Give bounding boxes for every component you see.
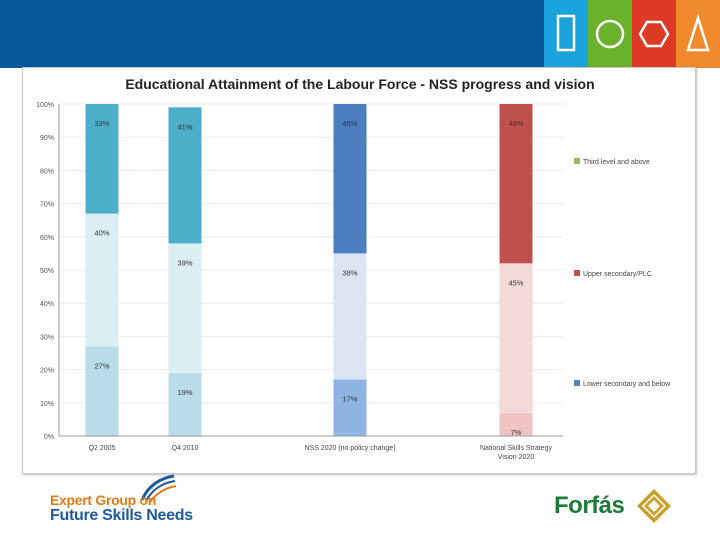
data-label: 19% xyxy=(177,388,192,397)
bar-segment xyxy=(85,213,119,347)
bar-segment xyxy=(333,379,367,436)
legend-label: Third level and above xyxy=(583,159,650,166)
rectangle-outline-icon xyxy=(556,14,576,52)
bars: 27% 40% 33% 19% 39% 41% 17% 38% 45% 7% 45% 48% xyxy=(85,104,533,437)
y-tick-label: 0% xyxy=(44,434,54,441)
gridlines xyxy=(59,103,563,404)
y-axis: 0% 10% 20% 30% 40% 50% 60% 70% 80% 90% 100% xyxy=(36,102,60,441)
stacked-bar-chart: Educational Attainment of the Labour For… xyxy=(36,76,671,461)
legend-swatch xyxy=(574,380,580,386)
data-label: 38% xyxy=(342,268,357,277)
forfas-wordmark: Forfás xyxy=(554,492,625,519)
bar-segment xyxy=(333,253,367,380)
bar-segment xyxy=(333,104,367,254)
data-label: 40% xyxy=(94,229,109,238)
chart-panel: Educational Attainment of the Labour For… xyxy=(22,67,696,474)
header-tile-hexagon xyxy=(632,0,676,68)
y-tick-label: 50% xyxy=(40,268,54,275)
x-tick-label: Q4 2010 xyxy=(172,445,199,452)
data-label: 48% xyxy=(508,119,523,128)
x-axis: Q2 2005 Q4 2010 NSS 2020 (no policy change… xyxy=(59,435,563,461)
chart-title: Educational Attainment of the Labour For… xyxy=(125,76,594,92)
x-tick-label: Q2 2005 xyxy=(89,445,116,452)
legend-swatch xyxy=(574,158,580,164)
diamond-logo-icon xyxy=(637,489,671,523)
y-tick-label: 30% xyxy=(40,334,54,341)
circle-outline-icon xyxy=(595,19,625,49)
header-bar xyxy=(0,0,720,68)
bar-segment xyxy=(85,104,119,214)
y-tick-label: 10% xyxy=(40,401,54,408)
swoosh-logo-icon xyxy=(140,474,177,503)
bar-segment xyxy=(85,346,119,436)
header-tile-circle xyxy=(588,0,632,68)
data-label: 45% xyxy=(508,278,523,287)
x-tick-label: NSS 2020 (no policy change) xyxy=(304,445,395,452)
data-label: 45% xyxy=(342,119,357,128)
y-tick-label: 90% xyxy=(40,135,54,142)
legend-label: Lower secondary and below xyxy=(583,381,671,388)
triangle-outline-icon xyxy=(686,13,710,52)
y-tick-label: 60% xyxy=(40,235,54,242)
y-tick-label: 20% xyxy=(40,368,54,375)
y-tick-label: 80% xyxy=(40,168,54,175)
data-label: 17% xyxy=(342,395,357,404)
bar-segment xyxy=(168,372,202,436)
bar-segment xyxy=(168,243,202,373)
legend: Third level and above Upper secondary/PLC… xyxy=(574,158,671,388)
data-label: 41% xyxy=(177,122,192,131)
data-label: 7% xyxy=(511,428,522,437)
bar-segment xyxy=(499,412,533,436)
header-tile-rectangle xyxy=(544,0,588,68)
header-tile-triangle xyxy=(676,0,720,68)
bar-segment xyxy=(499,263,533,413)
expert-group-logo: Expert Group on Future Skills Needs xyxy=(50,474,220,534)
data-label: 27% xyxy=(94,361,109,370)
legend-label: Upper secondary/PLC xyxy=(583,271,652,278)
y-tick-label: 70% xyxy=(40,202,54,209)
legend-swatch xyxy=(574,270,580,276)
data-label: 39% xyxy=(177,258,192,267)
bar-segment xyxy=(499,104,533,264)
y-tick-label: 40% xyxy=(40,301,54,308)
hexagon-outline-icon xyxy=(638,20,670,48)
logo-line-2: Future Skills Needs xyxy=(50,507,193,524)
forfas-logo: Forfás xyxy=(554,488,674,528)
x-tick-label: National Skills Strategy Vision 2020 xyxy=(480,445,552,461)
header-tiles xyxy=(544,0,720,68)
data-label: 33% xyxy=(94,119,109,128)
bar-segment xyxy=(168,107,202,244)
y-tick-label: 100% xyxy=(36,102,54,109)
logo-line-1: Expert Group on xyxy=(50,492,156,508)
